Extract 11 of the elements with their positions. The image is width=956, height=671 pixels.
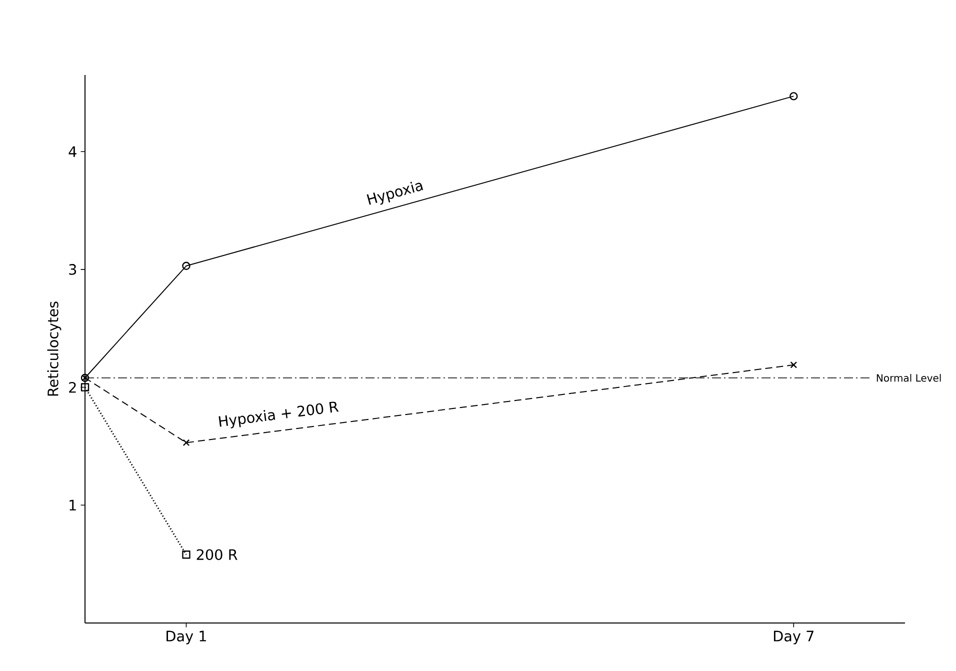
text: Hypoxia <box>366 182 424 205</box>
y-tick-label: 4 <box>68 146 76 157</box>
x-tick-label: Day 1 <box>166 630 206 644</box>
series-label: 200 R <box>196 549 238 560</box>
y-axis-title: Reticulocytes <box>47 302 62 396</box>
text: Hypoxia + 200 R <box>218 402 339 428</box>
y-tick-label: 2 <box>69 382 76 393</box>
ref-line-label: Normal Level <box>876 374 941 382</box>
y-tick-label: 1 <box>70 500 76 510</box>
x-tick-label: Day 7 <box>774 630 814 644</box>
y-tick-label: 3 <box>69 264 76 275</box>
